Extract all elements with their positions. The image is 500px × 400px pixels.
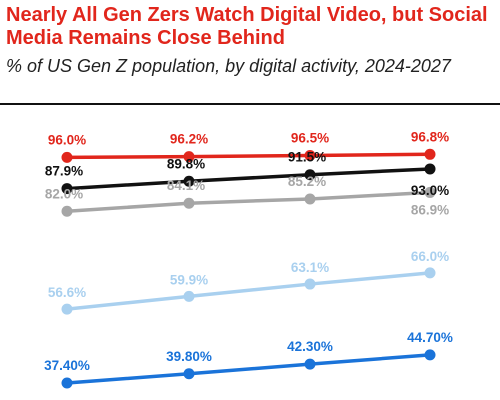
data-label: 87.9% (45, 164, 83, 179)
data-label: 37.40% (44, 358, 90, 373)
data-point (183, 290, 195, 302)
data-label: 85.2% (288, 174, 326, 189)
data-point (61, 151, 73, 163)
data-label: 66.0% (411, 249, 449, 264)
data-label: 63.1% (291, 260, 329, 275)
series-0 (61, 148, 436, 163)
data-label: 59.9% (170, 272, 208, 287)
data-point (424, 267, 436, 279)
data-point (424, 163, 436, 175)
data-point (424, 186, 436, 198)
data-label: 44.70% (407, 330, 453, 345)
series-line (65, 167, 432, 191)
chart-title: Nearly All Gen Zers Watch Digital Video,… (6, 4, 488, 49)
data-point (61, 303, 73, 315)
series-1 (61, 163, 436, 195)
data-label: 82.0% (45, 186, 83, 201)
series-2 (61, 186, 436, 217)
data-label: 89.8% (167, 156, 205, 171)
data-label: 96.5% (291, 130, 329, 145)
data-point (304, 193, 316, 205)
data-point (304, 278, 316, 290)
data-point (61, 377, 73, 389)
series-3 (61, 267, 436, 315)
series-4 (61, 349, 436, 389)
data-point (424, 349, 436, 361)
data-point (304, 169, 316, 181)
data-point (304, 358, 316, 370)
series-line (65, 271, 432, 311)
data-label: 56.6% (48, 285, 86, 300)
data-point (183, 151, 195, 163)
data-label: 91.5% (288, 150, 326, 165)
data-point (183, 368, 195, 380)
series-line (65, 190, 432, 214)
data-label: 86.9% (411, 202, 449, 217)
data-label: 96.8% (411, 129, 449, 144)
header-divider (0, 103, 500, 105)
data-point (304, 149, 316, 161)
series-line (65, 152, 432, 160)
data-label: 42.30% (287, 339, 333, 354)
series-line (65, 353, 432, 385)
chart-subtitle: % of US Gen Z population, by digital act… (6, 56, 451, 76)
data-label: 39.80% (166, 349, 212, 364)
data-label: 93.0% (411, 183, 449, 198)
data-label: 96.2% (170, 132, 208, 147)
data-label: 84.1% (167, 178, 205, 193)
data-point (424, 148, 436, 160)
data-point (61, 183, 73, 195)
data-point (61, 205, 73, 217)
data-point (183, 197, 195, 209)
data-point (183, 175, 195, 187)
data-label: 96.0% (48, 132, 86, 147)
